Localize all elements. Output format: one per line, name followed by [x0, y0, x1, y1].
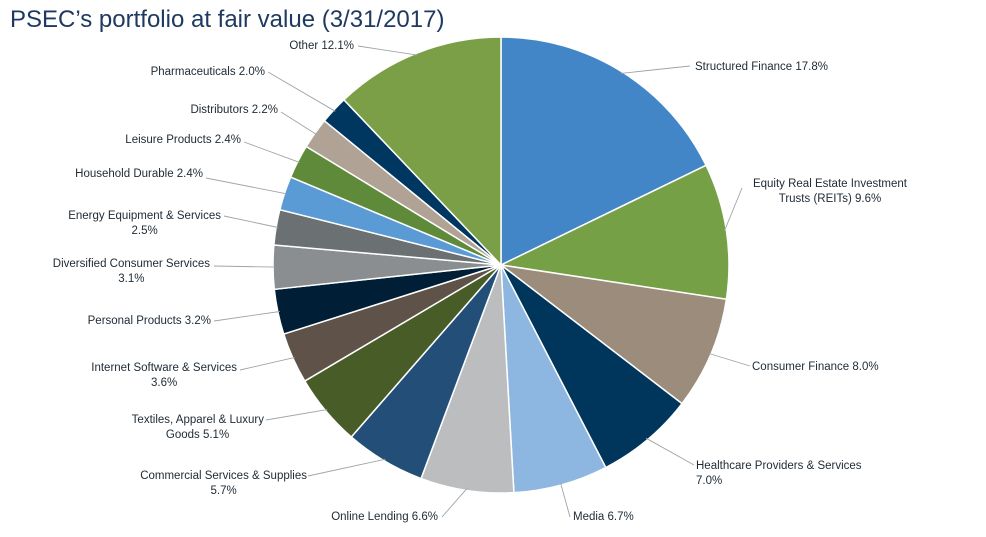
slice-label-line: 3.6%: [151, 377, 177, 389]
slice-label-line: Healthcare Providers & Services: [696, 460, 862, 472]
slice-label-line: Equity Real Estate Investment: [753, 178, 908, 190]
slice-label: Structured Finance 17.8%: [695, 61, 828, 73]
leader-line: [723, 187, 743, 232]
slice-label: Distributors 2.2%: [190, 104, 278, 116]
slice-label: Household Durable 2.4%: [75, 168, 203, 180]
slice-label: Leisure Products 2.4%: [125, 134, 241, 146]
slice-label: Healthcare Providers & Services 7.0%: [696, 460, 862, 487]
chart-title: PSEC’s portfolio at fair value (3/31/201…: [10, 6, 445, 33]
slice-label-line: 3.1%: [118, 273, 144, 285]
slice-label-line: Household Durable 2.4%: [75, 168, 203, 180]
slice-label-line: Diversified Consumer Services: [53, 258, 210, 270]
slice-label-line: Energy Equipment & Services: [68, 210, 221, 222]
slice-label: Consumer Finance 8.0%: [752, 361, 879, 373]
leader-line: [205, 177, 287, 195]
slice-label-line: 2.5%: [132, 225, 158, 237]
slice-label: Media 6.7%: [573, 511, 634, 523]
slice-label-line: Other 12.1%: [289, 40, 354, 52]
leader-line: [213, 265, 276, 268]
leader-line: [620, 65, 691, 74]
slice-label-line: Consumer Finance 8.0%: [752, 361, 879, 373]
pie-slice: [342, 36, 502, 267]
slice-label: Online Lending 6.6%: [331, 511, 438, 523]
leader-line: [560, 482, 571, 518]
slice-label-line: Trusts (REITs) 9.6%: [779, 193, 881, 205]
leader-line: [280, 111, 317, 135]
slice-label-line: Internet Software & Services: [91, 362, 237, 374]
leader-line: [307, 458, 386, 477]
slice-label: Internet Software & Services 3.6%: [91, 362, 237, 389]
slice-label-line: Leisure Products 2.4%: [125, 134, 241, 146]
slice-label: Energy Equipment & Services 2.5%: [68, 210, 221, 237]
slice-label-line: Goods 5.1%: [166, 429, 229, 441]
leader-line: [645, 437, 695, 466]
slice-label-line: Online Lending 6.6%: [331, 511, 438, 523]
slice-label-line: Textiles, Apparel & Luxury: [132, 414, 265, 426]
pie-slice: [500, 36, 708, 267]
leader-line: [265, 409, 328, 421]
slice-label: Diversified Consumer Services 3.1%: [53, 258, 210, 285]
leader-line: [441, 488, 468, 518]
pie-slice: [498, 164, 730, 301]
slice-label: Personal Products 3.2%: [88, 315, 211, 327]
leader-line: [357, 45, 418, 56]
slice-label-line: Commercial Services & Supplies: [140, 470, 307, 482]
leader-line: [239, 356, 295, 371]
leader-line: [213, 311, 280, 322]
slice-label: Commercial Services & Supplies 5.7%: [140, 470, 307, 497]
slice-label: Other 12.1%: [289, 40, 354, 52]
slice-label-line: Media 6.7%: [573, 511, 634, 523]
leader-line: [243, 141, 300, 163]
slice-label-line: Structured Finance 17.8%: [695, 61, 828, 73]
leader-line: [708, 353, 751, 367]
leader-line: [223, 215, 279, 228]
slice-label-line: Pharmaceuticals 2.0%: [151, 66, 265, 78]
slice-label-line: 5.7%: [210, 485, 236, 497]
slice-label: Pharmaceuticals 2.0%: [151, 66, 265, 78]
slice-label-line: Personal Products 3.2%: [88, 315, 211, 327]
leader-line: [267, 71, 336, 112]
slice-label: Textiles, Apparel & Luxury Goods 5.1%: [132, 414, 265, 441]
slice-label: Equity Real Estate Investment Trusts (REI…: [753, 178, 908, 205]
slice-label-line: 7.0%: [696, 475, 722, 487]
slice-label-line: Distributors 2.2%: [190, 104, 278, 116]
